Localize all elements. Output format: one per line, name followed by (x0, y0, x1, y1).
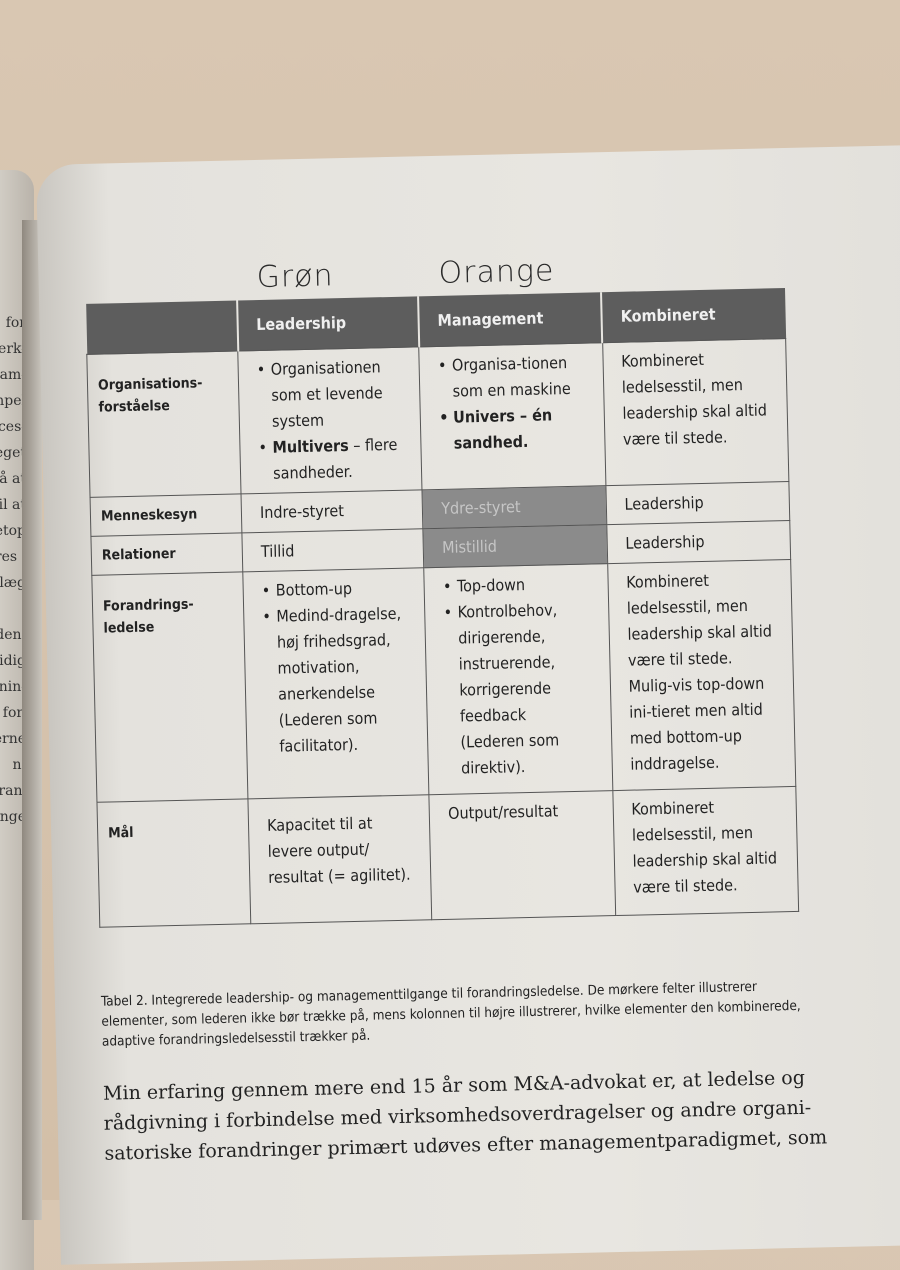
left-page-line: tidig (0, 653, 26, 669)
cell-leadership: Kapacitet til at levere output/ resultat… (248, 794, 433, 924)
bullet-item: Organisa-tionen som en maskine (452, 350, 585, 405)
header-kombineret: Kombineret (601, 288, 786, 343)
header-empty (85, 300, 238, 355)
cell-kombineret: Kombineret ledelsesstil, men leadership … (612, 786, 799, 916)
left-page-line: nin- (0, 679, 26, 695)
bullet-item: Multivers – flere sandheder. (272, 432, 403, 487)
handwritten-note-green: Grøn (256, 258, 334, 296)
cell-management: Top-down Kontrolbehov, dirigerende, inst… (424, 563, 613, 795)
header-leadership: Leadership (236, 296, 420, 351)
left-page-line: ange (0, 809, 26, 825)
cell-management: Output/resultat (429, 790, 616, 920)
cell-leadership: Tillid (241, 528, 425, 572)
left-page-line: erne (0, 731, 26, 747)
cell-leadership: Indre-styret (241, 489, 424, 533)
left-page-line: oran- (0, 783, 28, 799)
left-page-text: for erk-am-npel ces-eget på at il at etop res … (0, 170, 34, 830)
row-label: Organisations-forståelse (86, 350, 242, 498)
row-label: Mål (96, 798, 251, 928)
left-page-line: npel (0, 393, 26, 409)
book-gutter (22, 220, 42, 1220)
left-page-line: erk- (0, 341, 26, 357)
handwritten-note-orange: Orange (438, 253, 555, 291)
bold-term: Multivers (272, 435, 349, 457)
cell-kombineret: Leadership (606, 520, 791, 564)
bullet-item: Kontrolbehov, dirigerende, instruerende,… (457, 597, 593, 782)
bullet-item: Organisationen som et levende system (270, 354, 402, 435)
row-label: Menneskesyn (90, 493, 242, 537)
left-page-line: olæg (0, 575, 26, 591)
left-page-line: res i (0, 549, 26, 565)
left-page-line: på at (0, 471, 26, 487)
bullet-item: Univers – én sandhed. (453, 402, 586, 457)
left-page-line: am- (0, 367, 26, 383)
left-page-line: il at (0, 497, 26, 513)
body-paragraph: Min erfaring gennem mere end 15 år som M… (102, 1066, 828, 1165)
cell-kombineret: Kombineret ledelsesstil, men leadership … (602, 338, 789, 486)
cell-management: Organisa-tionen som en maskine Univers –… (419, 342, 606, 490)
left-page-line: eget (0, 445, 26, 461)
bullet-item: Top-down (457, 571, 590, 600)
left-page-line: den. (0, 627, 26, 643)
row-label: Forandrings-ledelse (91, 571, 249, 803)
table-caption: Tabel 2. Integrerede leadership- og mana… (100, 978, 801, 1050)
table-row: Forandrings-ledelse Bottom-up Medind-dra… (91, 559, 796, 803)
left-page-line: for (5, 315, 26, 331)
bullet-item: Bottom-up (276, 575, 407, 604)
left-page-line: t for, (0, 705, 26, 721)
cell-leadership: Bottom-up Medind-dragelse, høj frihedsgr… (242, 567, 430, 799)
leadership-management-table: Leadership Management Kombineret Organis… (85, 288, 799, 928)
left-page-line: etop (0, 523, 26, 539)
row-label: Relationer (90, 532, 243, 576)
cell-kombineret: Kombineret ledelsesstil, men leadership … (607, 559, 796, 791)
cell-management-dark: Mistillid (423, 524, 608, 568)
table-row: Organisations-forståelse Organisationen … (86, 338, 789, 498)
bullet-item: Medind-dragelse, høj frihedsgrad, motiva… (276, 601, 410, 760)
cell-management-dark: Ydre-styret (422, 485, 607, 529)
left-page-line: ces- (0, 419, 26, 435)
table-row: Mål Kapacitet til at levere output/ resu… (96, 786, 799, 928)
cell-kombineret: Leadership (605, 481, 790, 525)
cell-leadership: Organisationen som et levende system Mul… (237, 346, 423, 494)
book-page: Grøn Orange Leadership Management Kombin… (36, 144, 900, 1265)
header-management: Management (417, 292, 603, 347)
